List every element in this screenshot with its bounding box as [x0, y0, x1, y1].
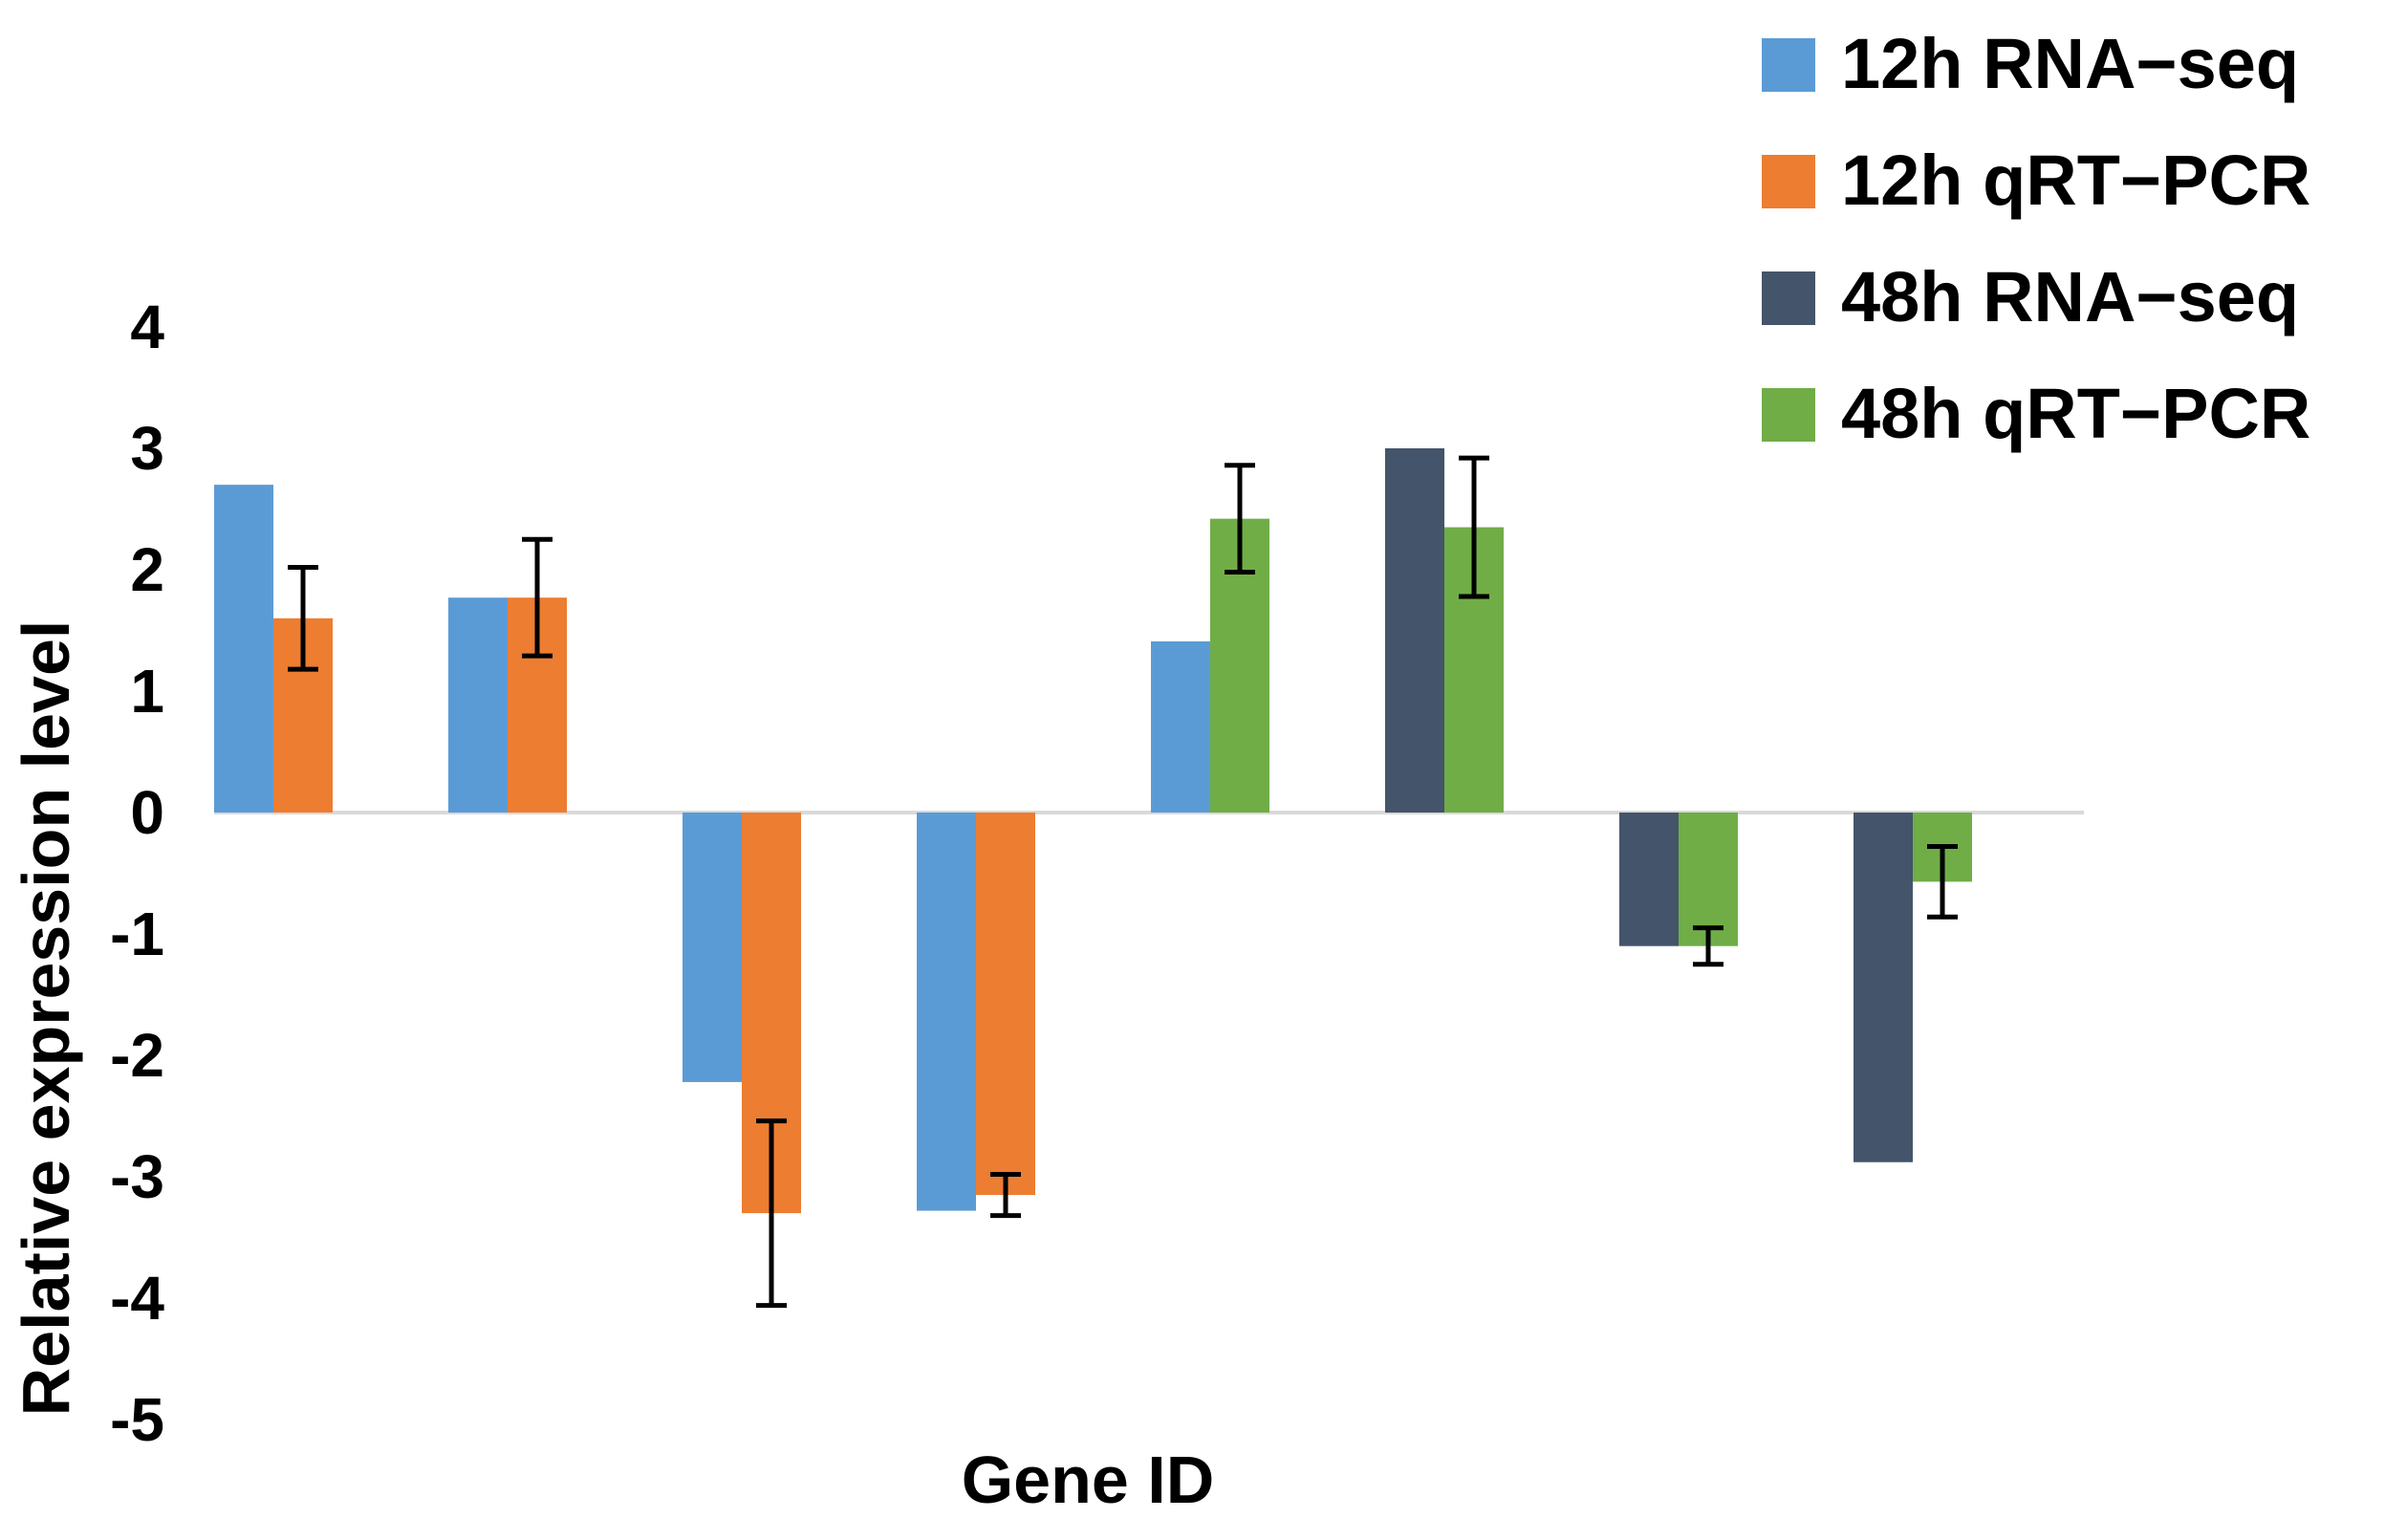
- legend-label: 12h RNA−seq: [1841, 24, 2299, 103]
- plot-area: [214, 448, 2084, 1309]
- bar: [1679, 813, 1738, 946]
- error-bar: [990, 1171, 1021, 1219]
- x-axis-title: Gene ID: [962, 1442, 1215, 1517]
- bar: [1619, 813, 1679, 946]
- y-tick-label: 4: [130, 293, 164, 361]
- error-bar: [288, 564, 318, 672]
- bar: [1151, 640, 1210, 813]
- legend-swatch: [1762, 271, 1815, 325]
- bar: [1854, 813, 1913, 1162]
- legend-swatch: [1762, 38, 1815, 92]
- y-tick-label: -3: [110, 1142, 164, 1211]
- legend-swatch: [1762, 388, 1815, 442]
- error-bars: [288, 455, 1958, 1309]
- y-tick-label: 1: [130, 657, 164, 726]
- error-bar: [1459, 455, 1489, 599]
- y-tick-label: -5: [110, 1385, 164, 1454]
- bar: [917, 813, 976, 1211]
- error-bar: [1927, 844, 1958, 920]
- bar: [1385, 448, 1444, 813]
- legend-item: 12h RNA−seq: [1762, 24, 2299, 103]
- y-tick-label: 0: [130, 778, 164, 847]
- legend-item: 48h RNA−seq: [1762, 257, 2299, 336]
- legend-label: 48h qRT−PCR: [1841, 374, 2310, 453]
- bar: [683, 813, 742, 1082]
- y-axis-title: Relative expression level: [9, 620, 83, 1417]
- y-tick-label: -1: [110, 900, 164, 968]
- y-axis-ticks: 4 3 2 1 0 -1 -2 -3 -4 -5: [110, 293, 164, 1454]
- legend: 12h RNA−seq 12h qRT−PCR 48h RNA−seq 48h qRT…: [1762, 24, 2310, 453]
- legend-label: 48h RNA−seq: [1841, 257, 2299, 336]
- error-bar: [522, 536, 553, 659]
- bars: [214, 448, 1972, 1214]
- legend-item: 12h qRT−PCR: [1762, 141, 2310, 220]
- bar: [448, 597, 508, 813]
- y-tick-label: 2: [130, 535, 164, 604]
- error-bar: [1693, 925, 1724, 967]
- error-bar: [1225, 463, 1255, 575]
- error-bar: [756, 1118, 787, 1309]
- bar: [976, 813, 1035, 1196]
- bar: [214, 485, 273, 813]
- y-tick-label: 3: [130, 414, 164, 483]
- y-tick-label: -4: [110, 1264, 164, 1333]
- legend-item: 48h qRT−PCR: [1762, 374, 2310, 453]
- legend-label: 12h qRT−PCR: [1841, 141, 2310, 220]
- y-tick-label: -2: [110, 1021, 164, 1090]
- legend-swatch: [1762, 155, 1815, 208]
